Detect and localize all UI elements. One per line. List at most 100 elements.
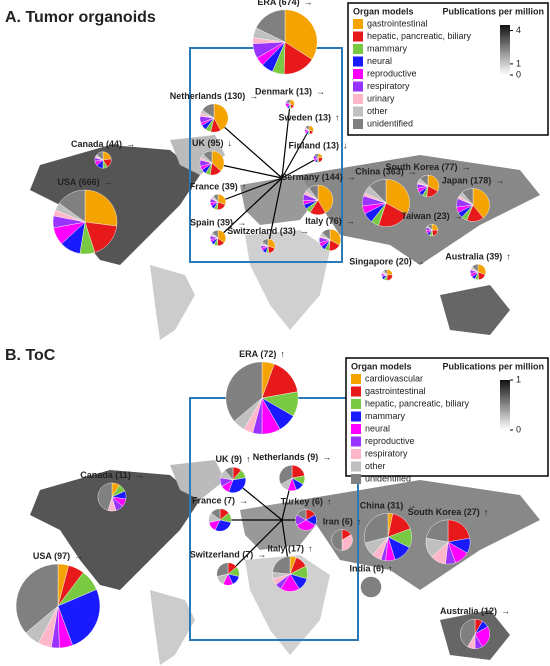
legend-box <box>347 2 549 136</box>
legend-swatch <box>351 461 361 472</box>
pie-slice <box>308 184 319 201</box>
pie-slice <box>383 269 388 276</box>
pie-label: South Korea (27) ↑ <box>408 507 489 517</box>
pie-label: USA (666) → <box>57 177 112 187</box>
leader-line <box>213 117 283 179</box>
country-label: Switzerland (33) <box>227 226 296 236</box>
colorbar-title: Publications per million <box>442 361 544 371</box>
legend-label: unidentified <box>365 473 411 483</box>
legend-swatch <box>353 81 363 92</box>
pie-slice <box>360 576 382 598</box>
pie-slice <box>364 513 389 544</box>
legend-swatch <box>351 474 361 484</box>
pie-label: France (39) ↑ <box>190 182 247 192</box>
pie-label: China (31) → <box>360 501 417 511</box>
pie-label: ERA (674) → <box>257 0 312 7</box>
country-label: ERA (72) <box>239 349 276 359</box>
pie-slice <box>84 189 118 227</box>
trend-arrow: → <box>104 177 113 187</box>
pie-slice <box>317 184 334 214</box>
pie-slice <box>296 509 307 521</box>
pie-slice <box>419 174 429 187</box>
legend-label: respiratory <box>365 448 408 458</box>
pie-label: UK (9) ↑ <box>216 455 251 465</box>
leader-line <box>267 177 283 247</box>
country-label: Australia (39) <box>445 252 502 262</box>
pie-slice <box>216 562 229 577</box>
legend-label: neural <box>365 423 390 433</box>
pie-slice <box>213 103 229 131</box>
legend-label: gastrointestinal <box>367 18 428 28</box>
pie-slice <box>386 269 393 276</box>
trend-arrow: ↑ <box>335 113 340 123</box>
trend-arrow: ↑ <box>357 517 362 527</box>
pie-label: Spain (39) → <box>190 218 246 228</box>
chart-layer: A. Tumor organoids ERA (674) → Netherlands … <box>5 0 549 649</box>
pie-slice <box>341 534 353 551</box>
trend-arrow: ↑ <box>308 544 313 554</box>
trend-arrow: → <box>454 211 463 221</box>
pie-slice <box>279 465 293 485</box>
pie-slice <box>472 188 490 219</box>
pie-slice <box>210 508 221 521</box>
legend-label: respiratory <box>367 81 410 91</box>
pie-label: Netherlands (9) → <box>253 453 332 463</box>
pie-label: Switzerland (33) → <box>227 226 309 236</box>
country-label: USA (97) <box>33 551 70 561</box>
country-label: Denmark (13) <box>255 87 312 97</box>
country-label: France (39) <box>190 182 238 192</box>
legend-swatch <box>353 19 363 29</box>
trend-arrow: → <box>126 139 135 149</box>
pie-slice <box>211 150 225 172</box>
pie-label: UK (95) ↓ <box>192 138 232 148</box>
colorbar-tick-label: 0 <box>516 424 521 434</box>
country-label: South Korea (77) <box>385 162 457 172</box>
colorbar-tick-label: 1 <box>516 374 521 384</box>
pie-slice <box>213 194 219 203</box>
pie-slice <box>202 103 215 119</box>
pie-slice <box>203 150 213 164</box>
pie-label: USA (97) → <box>33 551 83 561</box>
trend-arrow: → <box>237 218 246 228</box>
pie-slice <box>321 228 331 241</box>
pie-label: Germany (144) → <box>280 172 356 182</box>
pie-label: Sweden (13) ↑ <box>278 113 339 123</box>
pie-slice <box>317 153 323 159</box>
legend-label: reproductive <box>367 68 417 78</box>
legend-swatch <box>351 374 361 384</box>
pie-label: India (6) ↑ <box>349 564 392 574</box>
country-label: Sweden (13) <box>278 113 331 123</box>
legend-swatch <box>353 106 363 117</box>
pie-label: Finland (13) ↓ <box>288 141 347 151</box>
trend-arrow: → <box>416 257 425 267</box>
legend-swatch <box>351 424 361 434</box>
legend-swatch <box>353 44 363 54</box>
pie-slice <box>427 174 440 192</box>
country-label: China (363) <box>355 167 404 177</box>
leader-line <box>217 177 283 239</box>
pie-slice <box>57 589 101 646</box>
country-label: Netherlands (130) <box>170 91 246 101</box>
legend-swatch <box>351 411 361 422</box>
pie-slice <box>461 188 474 206</box>
pie-slice <box>296 519 316 531</box>
legend-label: other <box>365 461 386 471</box>
trend-arrow: → <box>347 172 356 182</box>
trend-arrow: ↓ <box>343 141 348 151</box>
pie-label: France (7) → <box>192 496 248 506</box>
trend-arrow: ↑ <box>327 497 332 507</box>
country-label: UK (9) <box>216 455 243 465</box>
legend-swatch <box>353 69 363 79</box>
trend-arrow: → <box>300 226 309 236</box>
panel-title: A. Tumor organoids <box>5 9 156 26</box>
pie-slice <box>378 202 407 227</box>
pie-label: Canada (44) → <box>71 139 135 149</box>
pie-label: Italy (76) → <box>305 217 355 227</box>
country-label: South Korea (27) <box>408 507 480 517</box>
colorbar-title: Publications per million <box>442 6 544 16</box>
pie-label: Denmark (13) → <box>255 87 325 97</box>
pie-slice <box>472 264 479 273</box>
colorbar-tick-label: 4 <box>516 25 521 35</box>
country-label: France (7) <box>192 496 235 506</box>
pie-slice <box>225 361 263 422</box>
